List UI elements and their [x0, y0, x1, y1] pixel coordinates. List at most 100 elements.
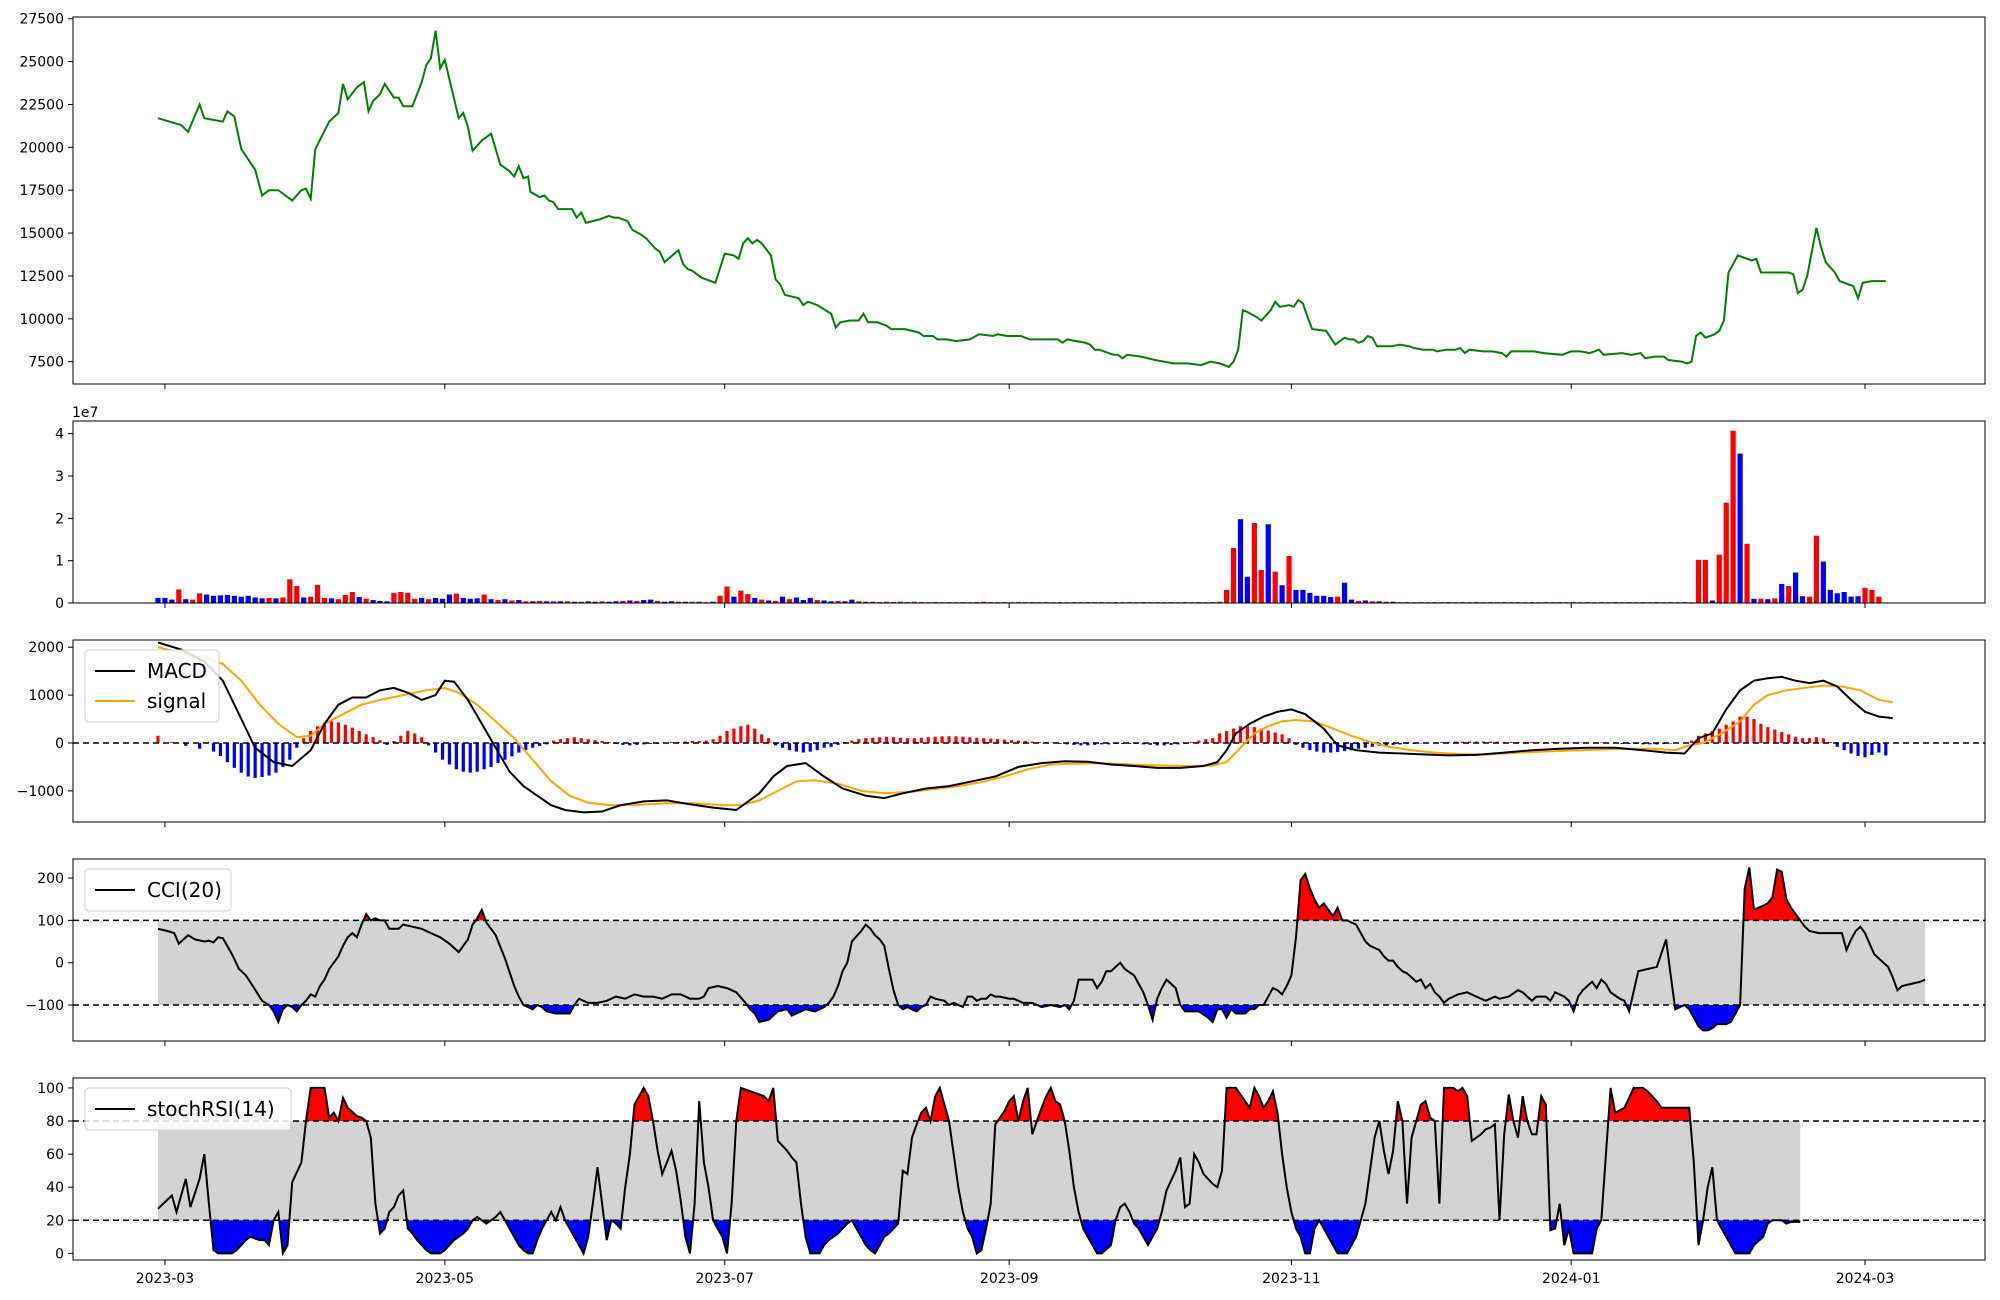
macd-histogram-bar	[996, 739, 1000, 743]
price-line	[157, 30, 1886, 369]
volume-bar	[210, 595, 217, 603]
macd-histogram-bar	[1329, 742, 1333, 753]
volume-bar	[224, 594, 230, 603]
macd-histogram-bar	[878, 737, 882, 743]
macd-histogram-bar	[857, 739, 861, 743]
macd-histogram-bar	[1245, 726, 1250, 743]
volume-bar	[1716, 554, 1722, 603]
macd-histogram-bar	[1620, 742, 1624, 744]
volume-bar	[453, 593, 459, 603]
macd-histogram-bar	[753, 728, 757, 743]
macd-histogram-bar	[1807, 738, 1812, 743]
stochrsi-oversold-fill	[565, 1220, 591, 1254]
stochrsi-legend-label: stochRSI(14)	[147, 1097, 275, 1121]
macd-histogram-bar	[933, 736, 937, 743]
macd-histogram-bar	[718, 735, 722, 743]
macd-histogram-bar	[1079, 742, 1083, 746]
volume-bar	[745, 594, 751, 603]
macd-histogram-bar	[1148, 742, 1152, 745]
volume-bar	[1765, 599, 1771, 603]
volume-bar	[509, 600, 515, 603]
macd-histogram-bar	[1391, 742, 1395, 745]
volume-bar	[870, 601, 876, 603]
macd-histogram-bar	[1058, 742, 1062, 744]
volume-bar	[516, 600, 522, 603]
volume-bar	[162, 597, 168, 603]
volume-bar	[203, 594, 210, 603]
macd-histogram-bar	[1037, 742, 1041, 743]
macd-histogram-bar	[538, 742, 542, 746]
macd-frame	[72, 639, 1986, 823]
cci-oversold-fill	[1180, 1005, 1259, 1022]
volume-bar	[467, 598, 473, 603]
macd-histogram-bar	[295, 742, 299, 748]
macd-histogram-bar	[281, 742, 285, 767]
stochrsi-overbought-fill	[736, 1087, 777, 1121]
volume-bar	[1869, 589, 1875, 603]
price-ytick-label: 12500	[19, 269, 64, 285]
macd-histogram-bar	[607, 742, 611, 743]
volume-bar	[377, 600, 383, 603]
macd-histogram-bar	[1023, 741, 1027, 743]
cci-ytick-label: 0	[55, 956, 64, 972]
price-ytick-label: 10000	[19, 312, 64, 328]
macd-histogram-bar	[1370, 742, 1374, 747]
macd-histogram-bar	[739, 726, 743, 743]
macd-histogram-bar	[454, 742, 458, 770]
volume-bar	[911, 601, 917, 603]
volume-bar	[231, 595, 237, 603]
macd-histogram-bar	[1238, 726, 1243, 743]
macd-histogram-bar	[1814, 737, 1819, 743]
macd-histogram-bar	[1884, 742, 1888, 756]
volume-bar	[1244, 576, 1251, 603]
macd-histogram-bar	[475, 742, 479, 772]
volume-bar	[648, 599, 654, 603]
macd-histogram-bar	[1488, 741, 1492, 743]
cci-ytick-label: 100	[37, 913, 64, 929]
cci-ytick-label: −100	[26, 998, 64, 1014]
macd-histogram-bar	[1877, 742, 1881, 753]
volume-bar	[661, 601, 668, 603]
macd-histogram-bar	[364, 734, 368, 743]
volume-bar	[641, 600, 647, 603]
stochrsi-overbought-fill	[918, 1107, 931, 1121]
volume-bar	[1251, 523, 1257, 603]
macd-histogram-bar	[1440, 742, 1444, 743]
volume-bar	[578, 601, 584, 603]
macd-histogram-bar	[746, 724, 750, 743]
macd-histogram-bar	[1336, 742, 1340, 753]
volume-bar	[842, 601, 848, 603]
stochrsi-overbought-fill	[1036, 1087, 1065, 1121]
volume-bar	[557, 601, 564, 603]
macd-histogram-bar	[954, 736, 958, 743]
macd-histogram-bar	[288, 742, 292, 760]
volume-bar	[1841, 591, 1847, 603]
volume-bar	[689, 601, 695, 603]
macd-histogram-bar	[510, 742, 514, 757]
volume-bar	[1862, 587, 1868, 603]
volume-bar	[391, 592, 397, 603]
volume-bar	[759, 599, 765, 603]
volume-bar	[155, 597, 161, 603]
stochrsi-oversold-fill	[851, 1220, 899, 1254]
volume-bar	[439, 598, 446, 603]
macd-histogram-bar	[1093, 742, 1097, 745]
macd-histogram-bar	[392, 741, 396, 743]
macd-histogram-bar	[1780, 731, 1784, 743]
volume-bar	[280, 597, 286, 603]
x-tick-label: 2023-05	[416, 1271, 475, 1287]
macd-histogram-bar	[697, 741, 701, 743]
macd-histogram-bar	[1009, 740, 1014, 743]
volume-bar	[724, 586, 730, 603]
price-panel: 7500 10000 12500 15000 17500 20000 22500 25000 2…	[19, 12, 1986, 389]
volume-bar	[682, 601, 688, 603]
macd-histogram-bar	[850, 740, 854, 743]
volume-bar	[321, 597, 328, 603]
volume-bar	[1793, 572, 1799, 603]
macd-histogram-bar	[1856, 742, 1860, 756]
volume-bar	[1230, 547, 1237, 603]
volume-bar	[426, 599, 432, 603]
macd-histogram-bar	[808, 742, 812, 752]
stochrsi-oversold-fill	[210, 1220, 274, 1254]
macd-histogram-bar	[1204, 739, 1208, 743]
